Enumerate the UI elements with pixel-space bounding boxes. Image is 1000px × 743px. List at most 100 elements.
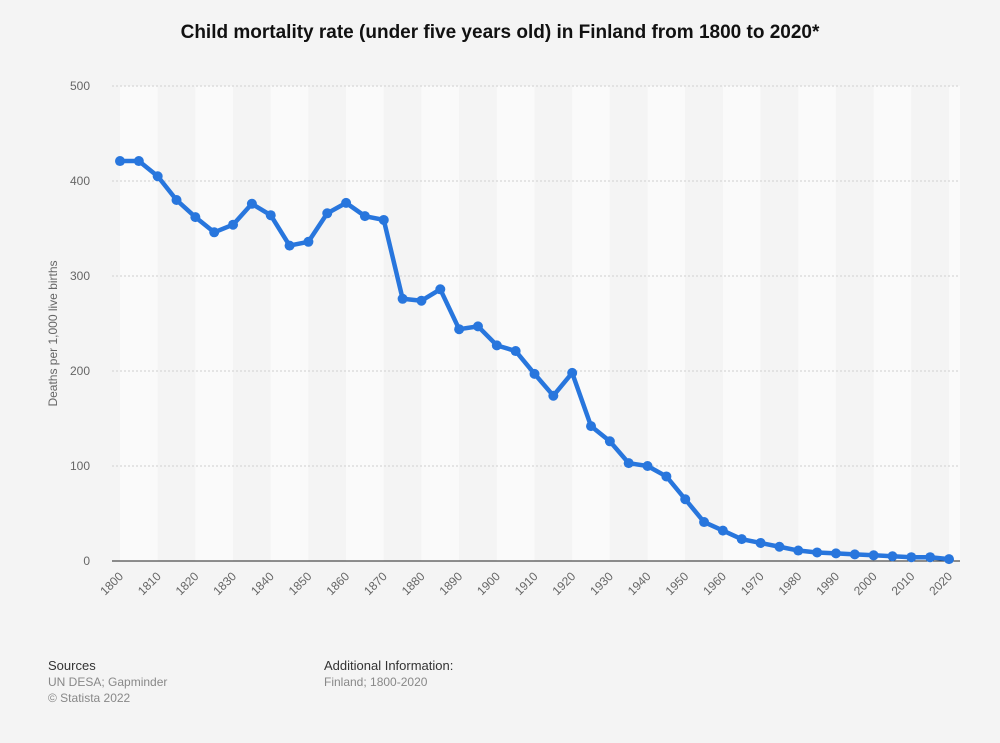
data-point: [849, 549, 860, 560]
x-tick-label: 1930: [587, 569, 616, 598]
x-tick-label: 1970: [738, 569, 767, 598]
data-point: [435, 284, 446, 295]
data-point: [115, 156, 125, 167]
plot-band: [685, 86, 723, 561]
data-point: [209, 227, 220, 238]
plot-band: [534, 86, 573, 561]
plot-band: [346, 86, 384, 561]
data-point: [586, 421, 597, 432]
plot-band: [195, 86, 234, 561]
plot-band: [798, 86, 836, 561]
sources-line: UN DESA; Gapminder: [48, 675, 168, 689]
data-point: [793, 545, 804, 556]
data-point: [265, 210, 276, 221]
data-point: [906, 552, 917, 563]
x-tick-label: 1830: [210, 569, 239, 598]
data-point: [661, 471, 672, 482]
additional-info-label: Additional Information:: [324, 658, 454, 673]
data-point: [246, 198, 257, 209]
data-point: [887, 551, 898, 562]
data-point: [830, 548, 841, 559]
plot-band: [496, 86, 535, 561]
line-chart: 0 100 200 300 400 500 1800 1810 1820 1830 1840 1850…: [46, 79, 960, 598]
data-point: [529, 368, 540, 379]
data-point: [755, 537, 766, 548]
plot-band: [233, 86, 271, 561]
x-tick-label: 1870: [361, 569, 390, 598]
x-tick-label: 2020: [926, 569, 955, 598]
plot-band: [835, 86, 874, 561]
data-point: [812, 547, 823, 558]
x-tick-label: 1880: [399, 569, 428, 598]
data-point: [736, 534, 747, 545]
x-tick-label: 1820: [173, 569, 202, 598]
plot-band: [308, 86, 347, 561]
data-point: [925, 552, 936, 563]
data-point: [416, 295, 427, 306]
data-point: [680, 494, 691, 505]
x-tick-label: 1810: [135, 569, 164, 598]
x-tick-label: 2010: [889, 569, 918, 598]
data-point: [322, 208, 333, 219]
x-tick-label: 1800: [97, 569, 126, 598]
y-axis-label: Deaths per 1,000 live births: [46, 260, 60, 406]
x-tick-label: 1910: [512, 569, 541, 598]
plot-band: [911, 86, 949, 561]
chart-title: Child mortality rate (under five years o…: [180, 22, 820, 43]
plot-band: [572, 86, 610, 561]
plot-band: [647, 86, 686, 561]
data-point: [472, 321, 483, 332]
plot-band: [270, 86, 309, 561]
data-point: [378, 214, 389, 225]
x-tick-label: 1920: [550, 569, 579, 598]
plot-band: [421, 86, 460, 561]
x-tick-label: 1960: [700, 569, 729, 598]
plot-band: [722, 86, 761, 561]
data-point: [397, 293, 408, 304]
data-point: [171, 195, 182, 205]
x-tick-label: 1990: [813, 569, 842, 598]
data-point: [190, 212, 201, 223]
x-tick-label: 1980: [776, 569, 805, 598]
plot-band: [609, 86, 648, 561]
x-tick-label: 1850: [286, 569, 315, 598]
data-point: [510, 346, 521, 357]
sources-label: Sources: [48, 658, 96, 673]
plot-band: [112, 86, 120, 561]
y-tick-label: 500: [70, 79, 90, 93]
y-tick-label: 200: [70, 364, 90, 378]
data-point: [717, 525, 728, 536]
additional-info-text: Finland; 1800-2020: [324, 675, 428, 689]
data-point: [868, 550, 879, 561]
data-point: [303, 236, 314, 247]
data-point: [152, 171, 163, 182]
data-point: [341, 197, 352, 208]
plot-band: [949, 86, 960, 561]
y-tick-label: 300: [70, 269, 90, 283]
plot-band: [873, 86, 912, 561]
data-point: [284, 240, 295, 251]
data-point: [133, 156, 144, 167]
copyright-line: © Statista 2022: [48, 691, 131, 705]
data-point: [642, 461, 653, 471]
x-tick-label: 1900: [474, 569, 503, 598]
x-tick-label: 2000: [851, 569, 880, 598]
additional-info-block: Additional Information: Finland; 1800-20…: [324, 658, 453, 690]
x-tick-label: 1860: [323, 569, 352, 598]
y-tick-label: 100: [70, 459, 90, 473]
data-point: [454, 324, 465, 335]
y-tick-label: 400: [70, 174, 90, 188]
data-point: [548, 390, 559, 401]
plot-band: [157, 86, 196, 561]
data-point: [604, 436, 615, 447]
data-point: [699, 517, 710, 528]
data-point: [623, 458, 634, 469]
data-point: [491, 340, 502, 351]
data-point: [567, 367, 578, 378]
sources-block: Sources UN DESA; Gapminder © Statista 20…: [48, 658, 167, 706]
x-tick-label: 1950: [663, 569, 692, 598]
data-point: [774, 541, 785, 552]
data-point: [944, 554, 954, 565]
x-tick-label: 1890: [436, 569, 465, 598]
